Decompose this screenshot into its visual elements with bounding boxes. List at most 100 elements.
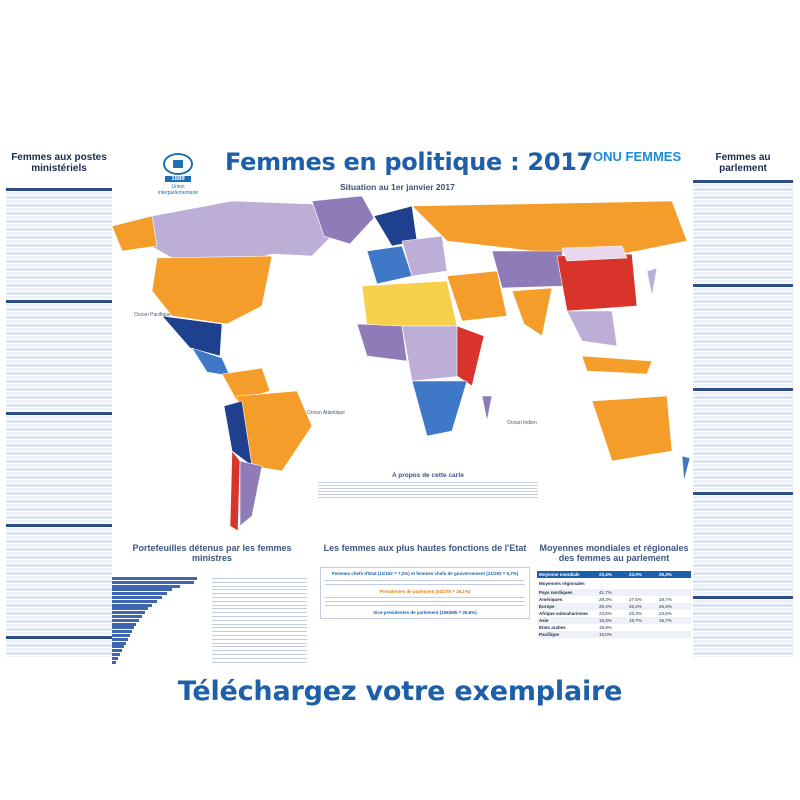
table-row [6, 260, 112, 263]
table-row [693, 508, 793, 511]
table-row [6, 340, 112, 343]
portfolio-label-line [212, 638, 307, 640]
regional-row: Afrique subsaharienne 23,6% 23,3% 23,6% [537, 610, 691, 617]
ipu-emblem-icon [163, 153, 193, 175]
regional-row: Amériques 28,3% 27,5% 28,7% [537, 596, 691, 603]
table-row [6, 252, 112, 255]
table-row [6, 228, 112, 231]
table-row [6, 372, 112, 375]
poster-title: Femmes en politique : 2017 [225, 148, 594, 176]
table-row [6, 492, 112, 495]
regional-row-value: 18,9% [599, 625, 612, 630]
portfolio-label-line [212, 646, 307, 648]
table-row [693, 412, 793, 415]
table-row [6, 604, 112, 607]
table-row [693, 216, 793, 219]
table-row [6, 408, 112, 411]
table-row [693, 636, 793, 639]
regional-row-value: 19,3% [599, 618, 612, 623]
table-row [6, 584, 112, 587]
table-row [6, 568, 112, 571]
table-row [693, 460, 793, 463]
table-row [6, 204, 112, 207]
table-row [6, 248, 112, 251]
table-row [6, 560, 112, 563]
map-chile [229, 450, 241, 532]
table-row [6, 284, 112, 287]
table-row [693, 344, 793, 347]
table-row [6, 484, 112, 487]
table-row [693, 644, 793, 647]
table-row [693, 352, 793, 355]
averages-table: Moyenne mondiale 23,4% 23,0% 25,3% Moyen… [537, 571, 691, 638]
portfolio-label-line [212, 585, 307, 587]
portfolio-bar [112, 577, 197, 580]
table-row [693, 200, 793, 203]
table-row [693, 312, 793, 315]
table-row [6, 376, 112, 379]
regional-row-value: 26,2% [659, 604, 672, 609]
table-row [6, 428, 112, 431]
table-row [693, 424, 793, 427]
regional-row-value: 19,7% [629, 618, 642, 623]
table-row [693, 372, 793, 375]
world-average-value-1: 23,4% [599, 572, 612, 577]
speakers-label: Présidentes de parlement (53/278 = 19,1%… [379, 589, 471, 594]
table-row [6, 652, 112, 655]
download-cta[interactable]: Téléchargez votre exemplaire [177, 676, 623, 707]
table-row [693, 440, 793, 443]
table-row [6, 268, 112, 271]
table-row [6, 404, 112, 407]
highest-offices-box: Les femmes aux plus hautes fonctions de … [320, 543, 530, 655]
table-row [693, 300, 793, 303]
regional-row-value: 28,7% [659, 597, 672, 602]
averages-title: Moyennes mondiales et régionales des fem… [539, 543, 689, 563]
portfolio-label-line [212, 578, 307, 579]
table-row [693, 472, 793, 475]
table-row [6, 316, 112, 319]
table-row [6, 196, 112, 199]
table-row [693, 552, 793, 555]
table-row [6, 544, 112, 547]
table-row [6, 548, 112, 551]
regional-row: Asie 19,3% 19,7% 16,7% [537, 617, 691, 624]
table-row [6, 592, 112, 595]
world-average-value-2: 23,0% [629, 572, 642, 577]
table-row [693, 544, 793, 547]
table-row [6, 508, 112, 511]
map-mongolia [561, 245, 628, 262]
ministers-table: Femmes aux postes ministériels [6, 152, 112, 657]
table-row [693, 492, 793, 495]
table-row [6, 276, 112, 279]
portfolio-label-line [212, 616, 307, 617]
regional-row-name: Pays nordiques [539, 590, 573, 595]
table-row [693, 608, 793, 611]
table-row [693, 296, 793, 299]
map-middle-east [446, 270, 508, 322]
table-row [6, 556, 112, 559]
table-row [6, 200, 112, 203]
regional-row: Europe 26,4% 26,2% 26,2% [537, 603, 691, 610]
table-row [693, 640, 793, 643]
map-new-zealand [681, 455, 691, 482]
portfolio-label-line [212, 661, 307, 663]
table-row [6, 400, 112, 403]
table-row [6, 444, 112, 447]
table-row [6, 380, 112, 383]
table-row [693, 476, 793, 479]
table-row [693, 396, 793, 399]
table-row [6, 656, 112, 657]
table-row [693, 620, 793, 623]
table-row [693, 260, 793, 263]
portfolio-bar [112, 641, 126, 645]
regional-row-value: 23,6% [599, 611, 612, 616]
portfolio-label-line [212, 589, 307, 591]
portfolio-label-line [212, 593, 307, 595]
table-row [6, 612, 112, 615]
regional-row: Pacifique 15,0% [537, 631, 691, 638]
table-row [6, 432, 112, 435]
table-row [6, 504, 112, 507]
table-row [693, 628, 793, 631]
portfolio-label-line [212, 612, 307, 614]
table-row [6, 628, 112, 631]
